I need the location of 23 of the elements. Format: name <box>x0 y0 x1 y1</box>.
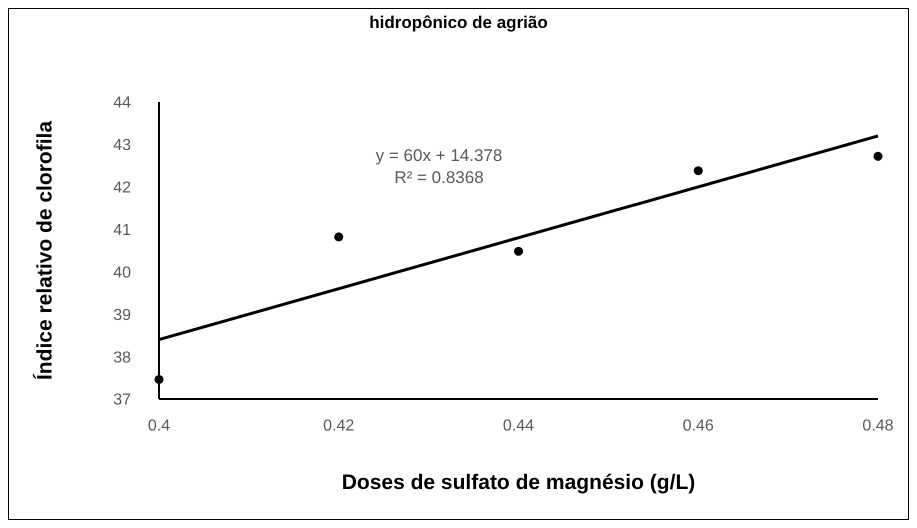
y-tick-label: 37 <box>113 392 132 409</box>
x-tick-label: 0.48 <box>862 417 894 434</box>
point <box>873 152 883 161</box>
y-tick-label: 39 <box>113 306 132 324</box>
x-axis-title: Doses de sulfato de magnésio (g/L) <box>342 471 696 494</box>
x-tick-label: 0.4 <box>148 417 170 434</box>
y-tick-label: 41 <box>113 222 132 239</box>
y-tick-label: 43 <box>113 137 132 154</box>
chart-title: hidropônico de agrião <box>368 13 549 33</box>
x-tick-label: 0.46 <box>682 417 714 434</box>
annotation: y = 60x + 14.378 <box>374 145 504 167</box>
point <box>334 232 344 242</box>
y-tick-label: 44 <box>113 94 132 112</box>
point <box>514 246 524 256</box>
y-axis-title: Índice relativo de clorofila <box>32 120 56 380</box>
y-tick-label: 38 <box>113 349 132 366</box>
point <box>154 374 164 384</box>
x-tick-label: 0.42 <box>323 417 354 434</box>
x-tick-label: 0.44 <box>502 417 534 434</box>
annotation: R² = 0.8368 <box>393 167 485 189</box>
point <box>694 166 703 176</box>
y-tick-label: 40 <box>113 264 132 282</box>
y-tick-label: 42 <box>113 180 132 197</box>
